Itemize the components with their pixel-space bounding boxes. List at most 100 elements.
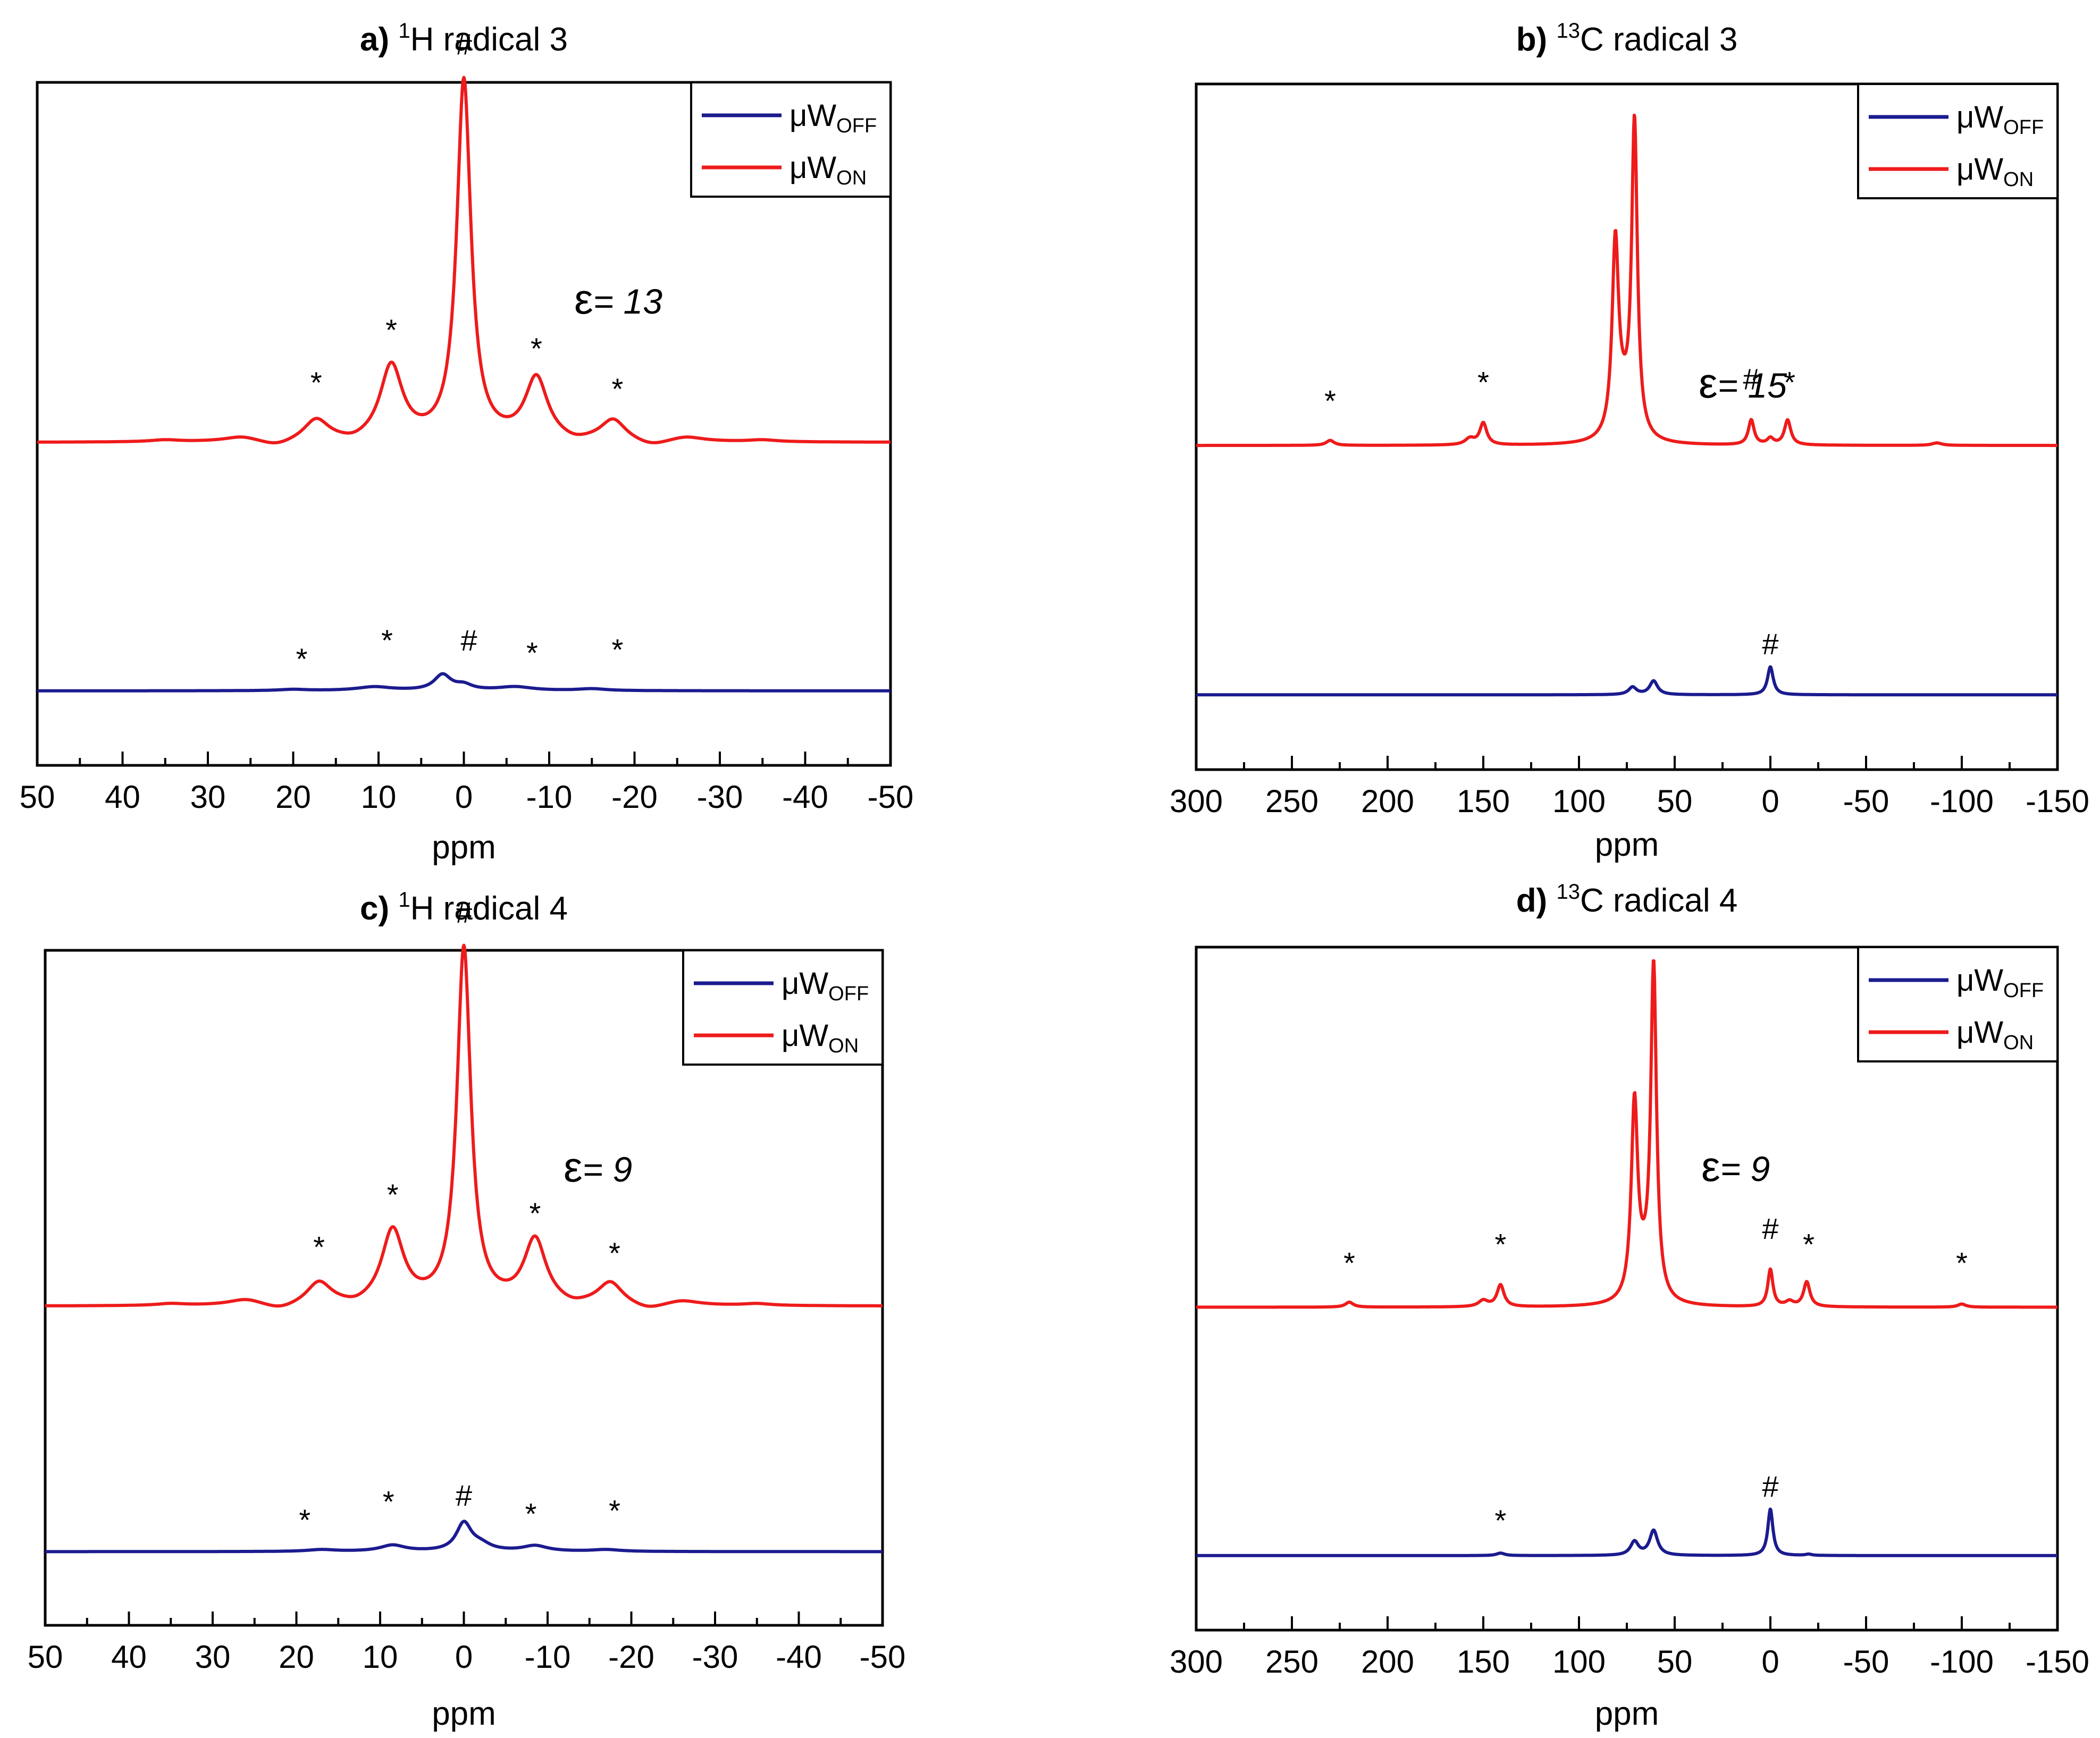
spectrum-off bbox=[1195, 665, 2059, 697]
x-tick-label: 300 bbox=[1170, 1644, 1223, 1680]
spinning-sideband-marker: * bbox=[381, 623, 393, 657]
legend-label-on: μWON bbox=[782, 1018, 859, 1057]
title-rest: radical 3 bbox=[1604, 21, 1738, 58]
legend: μWOFF μWON bbox=[1857, 83, 2059, 199]
x-tick-label: 30 bbox=[190, 779, 226, 815]
x-tick-label: 50 bbox=[1657, 1644, 1693, 1680]
spectrum-on bbox=[36, 75, 892, 444]
enhancement-label: ε= 13 bbox=[574, 275, 662, 323]
spectrum-off bbox=[44, 1520, 884, 1554]
panel-c: c) 1H radical 4 50 40 30 20 10 0 -10 -20 -30 -40 -5… bbox=[28, 888, 906, 1732]
spinning-sideband-marker: * bbox=[1784, 366, 1795, 399]
reference-marker: # bbox=[456, 1479, 472, 1512]
legend-label-off: μWOFF bbox=[782, 966, 869, 1005]
spectrum-on bbox=[44, 943, 884, 1308]
enhancement-value: = 9 bbox=[1720, 1149, 1770, 1188]
epsilon-symbol: ε bbox=[574, 275, 593, 323]
x-axis-label: ppm bbox=[432, 1695, 496, 1732]
legend-label-on: μWON bbox=[789, 150, 867, 189]
x-tick-label: -40 bbox=[782, 779, 828, 815]
spectrum-off bbox=[36, 672, 892, 693]
spinning-sideband-marker: * bbox=[526, 636, 538, 669]
title-isotope: 1 bbox=[398, 888, 410, 912]
x-tick-label: -150 bbox=[2026, 783, 2089, 819]
enhancement-value: = 9 bbox=[583, 1150, 633, 1189]
reference-marker: # bbox=[456, 27, 472, 61]
x-tick-label: 200 bbox=[1361, 783, 1414, 819]
spinning-sideband-marker: * bbox=[525, 1497, 537, 1531]
reference-marker: # bbox=[461, 623, 477, 657]
x-tick-label: 50 bbox=[1657, 783, 1693, 819]
enhancement-label: ε= 9 bbox=[564, 1143, 632, 1191]
reference-marker: # bbox=[1762, 1212, 1778, 1245]
legend-box bbox=[690, 81, 892, 198]
x-tick-label: 0 bbox=[1761, 1644, 1779, 1680]
spinning-sideband-marker: * bbox=[529, 1196, 541, 1230]
x-tick-label: -20 bbox=[608, 1639, 654, 1675]
x-tick-label: 300 bbox=[1170, 783, 1223, 819]
x-tick-label: 0 bbox=[455, 1639, 473, 1675]
title-nucleus: H bbox=[410, 21, 434, 58]
panel-title: c) 1H radical 4 bbox=[360, 888, 568, 927]
x-tick-label: -50 bbox=[1843, 1644, 1889, 1680]
spinning-sideband-marker: * bbox=[1803, 1227, 1815, 1261]
spinning-sideband-marker: * bbox=[383, 1484, 394, 1518]
legend-label-off: μWOFF bbox=[789, 98, 877, 137]
spinning-sideband-marker: * bbox=[531, 332, 542, 365]
spinning-sideband-marker: * bbox=[313, 1230, 325, 1263]
x-tick-label: 0 bbox=[455, 779, 473, 815]
x-tick-label: 10 bbox=[361, 779, 397, 815]
x-tick-label: -50 bbox=[860, 1639, 906, 1675]
x-tick-label: 40 bbox=[105, 779, 140, 815]
spinning-sideband-marker: * bbox=[310, 366, 322, 399]
spinning-sideband-marker: * bbox=[1956, 1246, 1968, 1279]
title-isotope: 13 bbox=[1556, 19, 1580, 43]
panel-title: a) 1H radical 3 bbox=[360, 19, 568, 58]
panel-d: d) 13C radical 4 300 250 200 150 100 50 0 -50 -10… bbox=[1170, 880, 2089, 1732]
title-rest: radical 4 bbox=[434, 890, 568, 927]
title-nucleus: H bbox=[410, 890, 434, 927]
spinning-sideband-marker: * bbox=[1324, 384, 1336, 418]
spectrum-on bbox=[1195, 113, 2059, 448]
enhancement-value: = 15 bbox=[1718, 366, 1787, 405]
epsilon-symbol: ε bbox=[1701, 1143, 1720, 1190]
x-tick-label: -10 bbox=[526, 779, 573, 815]
spectrum-on bbox=[1195, 959, 2059, 1309]
x-tick-label: -150 bbox=[2026, 1644, 2089, 1680]
spinning-sideband-marker: * bbox=[1477, 366, 1489, 399]
reference-marker: # bbox=[1743, 362, 1759, 396]
spinning-sideband-marker: * bbox=[1343, 1246, 1355, 1279]
spectrum-off bbox=[1195, 1507, 2059, 1557]
x-tick-label: 20 bbox=[275, 779, 311, 815]
title-isotope: 1 bbox=[398, 19, 410, 43]
legend-label-on: μWON bbox=[1956, 1015, 2034, 1054]
legend-label-off: μWOFF bbox=[1956, 963, 2044, 1002]
spinning-sideband-marker: * bbox=[387, 1178, 399, 1211]
reference-marker: # bbox=[456, 896, 472, 929]
x-tick-label: 0 bbox=[1761, 783, 1779, 819]
x-tick-label: 250 bbox=[1265, 1644, 1318, 1680]
x-tick-label: 100 bbox=[1552, 1644, 1606, 1680]
x-tick-label: -100 bbox=[1930, 783, 1994, 819]
x-axis-label: ppm bbox=[432, 829, 496, 866]
legend-box bbox=[682, 949, 884, 1066]
x-tick-label: -50 bbox=[868, 779, 914, 815]
legend: μWOFF μWON bbox=[690, 81, 892, 198]
x-tick-label: 200 bbox=[1361, 1644, 1414, 1680]
x-tick-label: 250 bbox=[1265, 783, 1318, 819]
legend: μWOFF μWON bbox=[1857, 946, 2059, 1062]
x-tick-label: -30 bbox=[697, 779, 743, 815]
reference-marker: # bbox=[1762, 627, 1778, 661]
x-tick-label: 50 bbox=[28, 1639, 63, 1675]
panel-title: d) 13C radical 4 bbox=[1516, 880, 1738, 919]
spinning-sideband-marker: * bbox=[296, 642, 308, 676]
x-tick-label: 50 bbox=[20, 779, 55, 815]
legend-label-on: μWON bbox=[1956, 152, 2034, 191]
legend: μWOFF μWON bbox=[682, 949, 884, 1066]
legend-box bbox=[1857, 946, 2059, 1062]
x-tick-label: -100 bbox=[1930, 1644, 1994, 1680]
legend-box bbox=[1857, 83, 2059, 199]
enhancement-label: ε= 15 bbox=[1699, 359, 1787, 407]
panel-b: b) 13C radical 3 300 250 200 150 100 50 0 -50 -10… bbox=[1170, 19, 2089, 863]
